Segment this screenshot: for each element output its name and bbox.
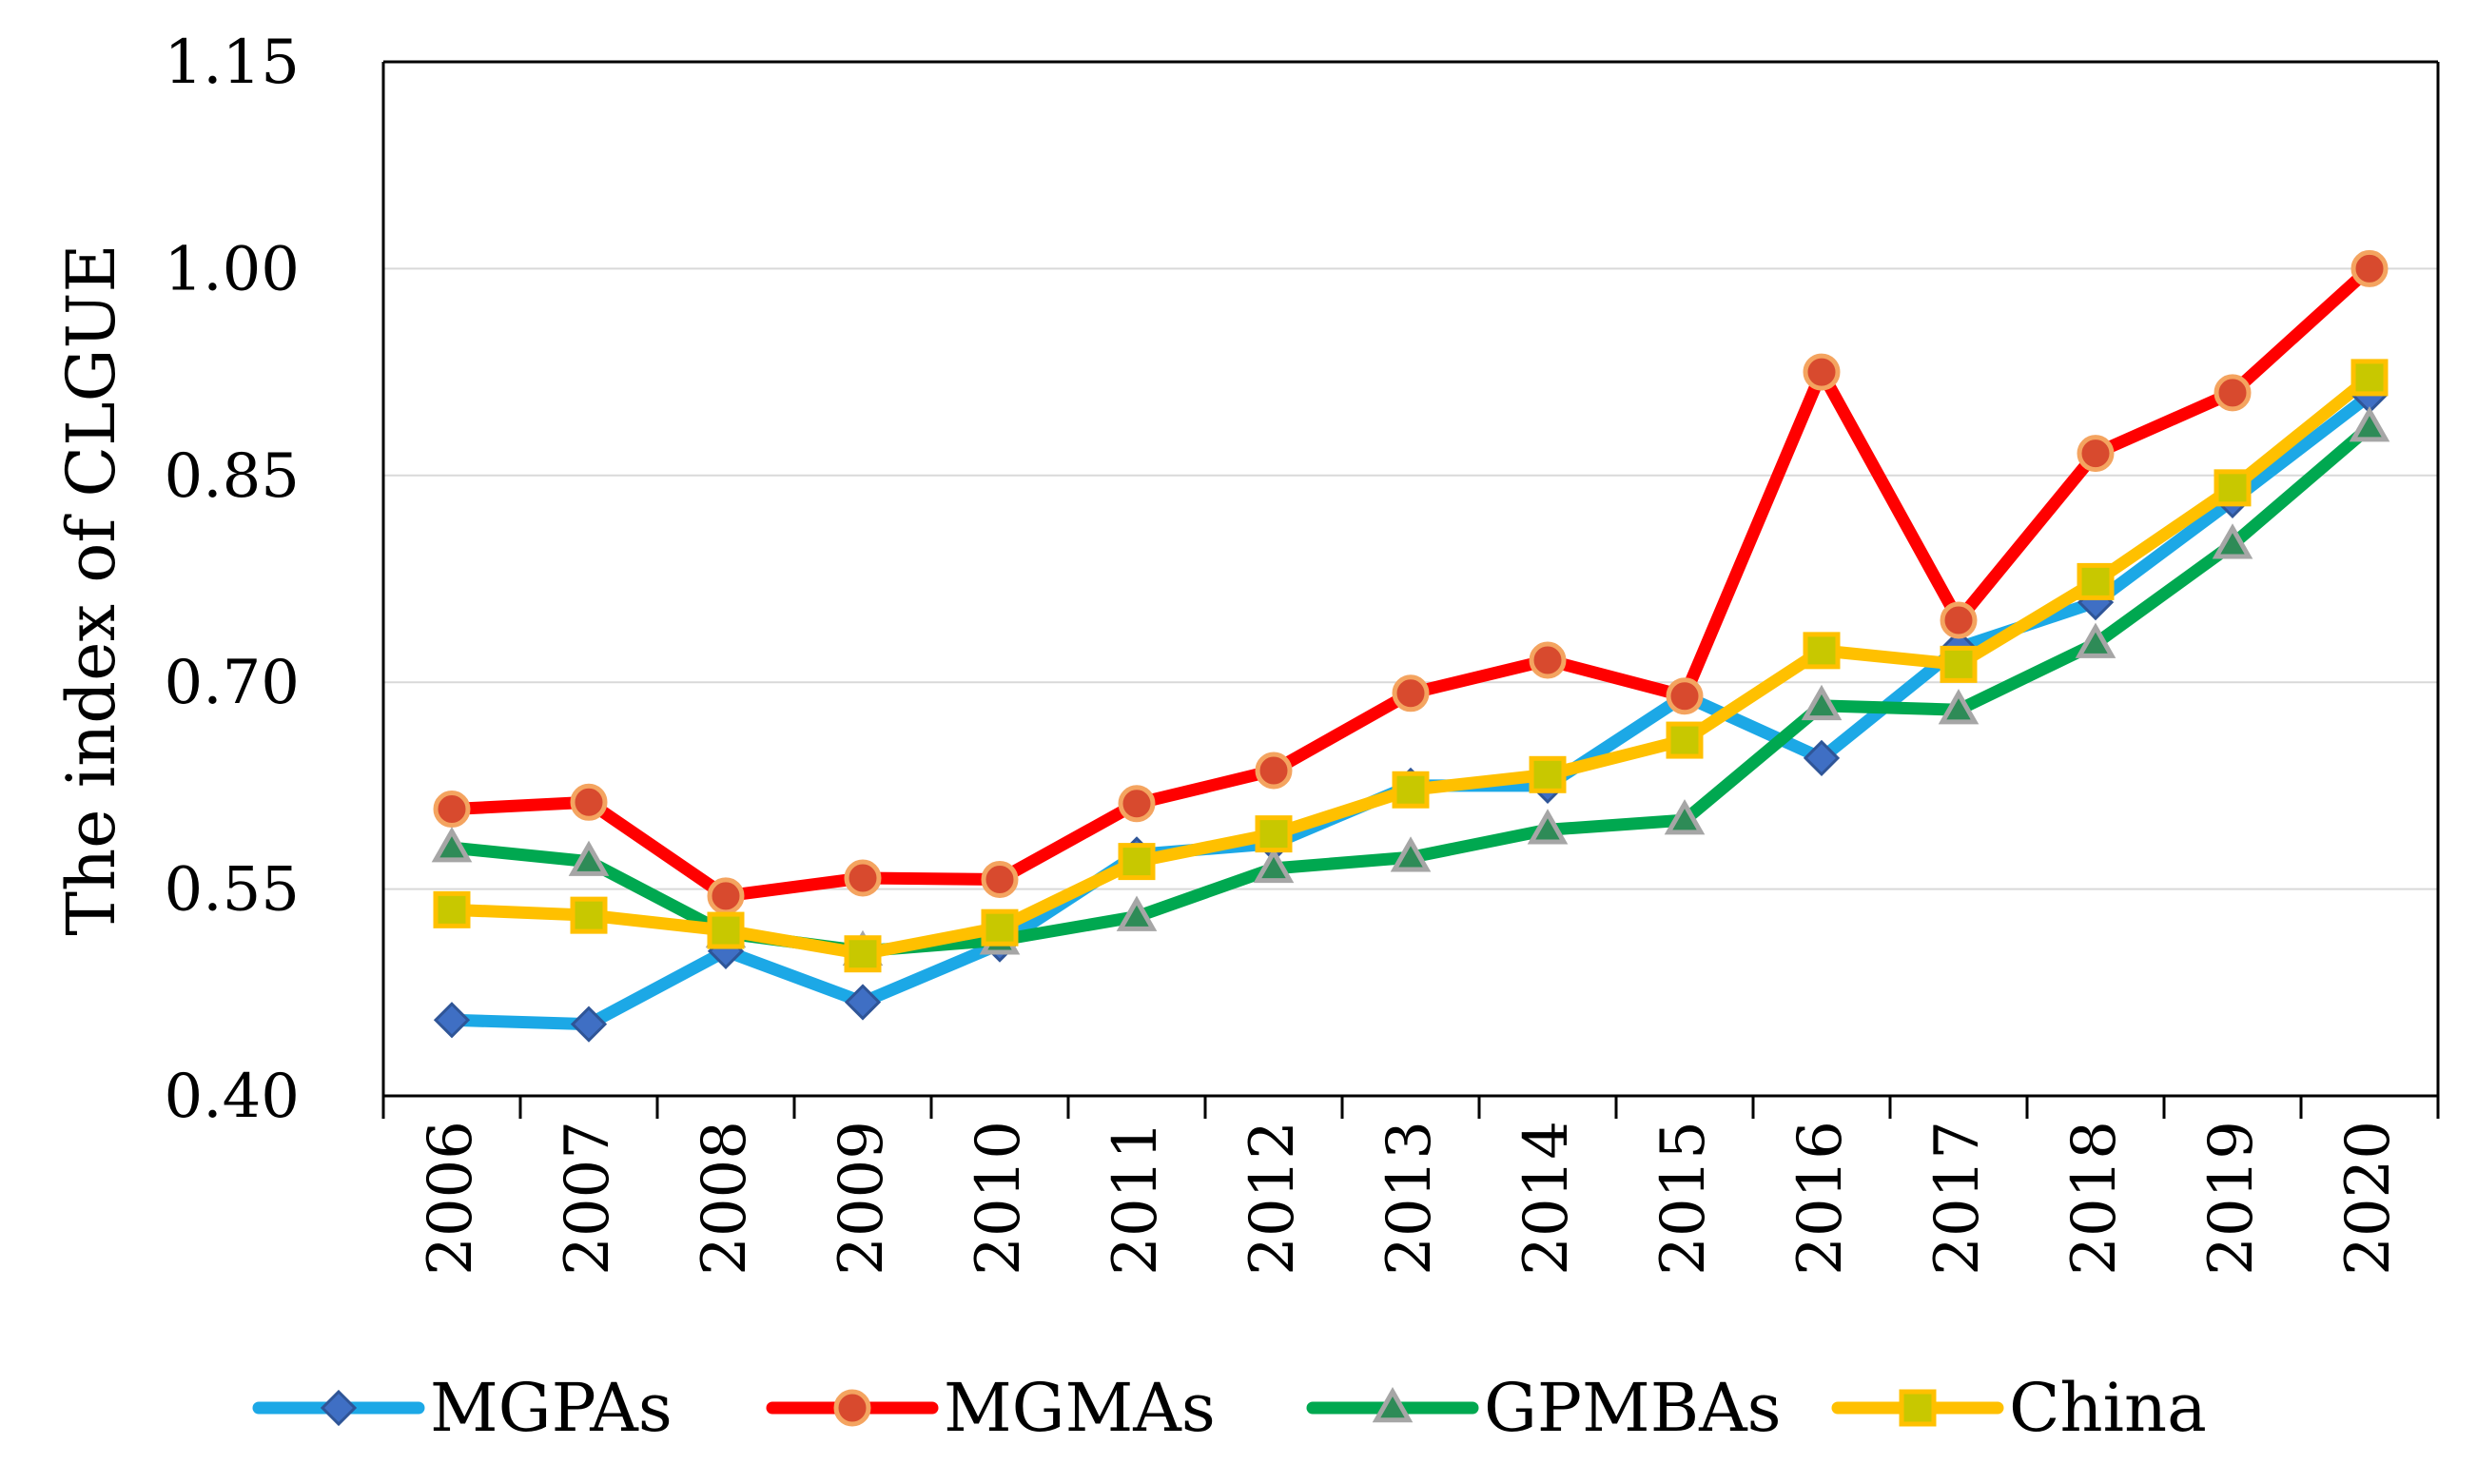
legend: MGPAs MGMAs GPMBAs China <box>252 1369 2207 1447</box>
y-tick-label: 0.55 <box>165 855 301 926</box>
data-point-China <box>981 908 1019 947</box>
x-tick-label: 2016 <box>1785 1121 1856 1276</box>
y-axis-title: The index of CLGUE <box>52 244 130 935</box>
data-point-MGMAs <box>1392 674 1430 713</box>
data-point-MGMAs <box>1529 641 1567 679</box>
data-point-China <box>2350 359 2389 397</box>
data-point-GPMBAs <box>1116 895 1158 931</box>
data-point-China <box>1666 721 1704 759</box>
x-tick-label: 2012 <box>1238 1121 1308 1276</box>
legend-marker <box>320 1389 358 1427</box>
x-tick-label: 2013 <box>1375 1121 1445 1276</box>
data-point-GPMBAs <box>1801 684 1843 721</box>
data-point-MGMAs <box>1255 752 1293 790</box>
y-tick-label: 1.15 <box>165 28 301 98</box>
data-point-China <box>707 911 745 949</box>
x-tick-label: 2020 <box>2333 1121 2404 1276</box>
data-point-GPMBAs <box>2075 622 2116 658</box>
data-point-China <box>1529 755 1567 793</box>
data-point-GPMBAs <box>1938 689 1980 725</box>
data-point-MGMAs <box>2214 374 2252 412</box>
x-tick-label: 2019 <box>2196 1121 2267 1276</box>
data-point-GPMBAs <box>1527 809 1569 845</box>
data-point-China <box>570 896 608 934</box>
data-point-China <box>1803 632 1841 670</box>
data-point-MGMAs <box>844 859 882 897</box>
series-lines <box>445 262 2376 1031</box>
legend-label: MGMAs <box>944 1369 1216 1447</box>
series-markers <box>431 249 2390 1043</box>
x-tick-label: 2007 <box>553 1121 623 1276</box>
data-point-MGMAs <box>707 877 745 915</box>
legend-marker <box>833 1389 871 1427</box>
legend-marker <box>1372 1386 1414 1423</box>
data-point-GPMBAs <box>568 840 610 876</box>
data-point-China <box>1118 843 1156 881</box>
data-point-China <box>844 935 882 973</box>
legend-label: GPMBAs <box>1484 1369 1782 1447</box>
legend-item-MGMAs: MGMAs <box>766 1369 1216 1447</box>
y-tick-label: 0.85 <box>165 441 301 512</box>
x-tick-label: 2018 <box>2059 1121 2130 1276</box>
data-point-China <box>1392 771 1430 809</box>
data-point-GPMBAs <box>2212 523 2253 559</box>
data-point-MGPAs <box>433 1002 471 1039</box>
x-tick-label: 2010 <box>964 1121 1034 1276</box>
data-point-GPMBAs <box>1253 847 1295 884</box>
legend-item-GPMBAs: GPMBAs <box>1306 1369 1782 1447</box>
data-point-MGMAs <box>1666 677 1704 715</box>
data-point-GPMBAs <box>431 827 473 863</box>
data-point-GPMBAs <box>2349 406 2390 442</box>
x-tick-label: 2009 <box>827 1121 897 1276</box>
data-point-MGMAs <box>1118 785 1156 823</box>
data-point-MGMAs <box>570 783 608 821</box>
data-point-GPMBAs <box>1390 836 1432 872</box>
y-tick-label: 0.40 <box>165 1062 301 1132</box>
legend-item-MGPAs: MGPAs <box>252 1369 673 1447</box>
y-tick-label: 0.70 <box>165 648 301 718</box>
gridlines <box>383 267 2438 890</box>
data-point-MGMAs <box>2077 435 2115 473</box>
x-tick-label: 2011 <box>1101 1121 1171 1276</box>
data-point-MGMAs <box>1803 353 1841 391</box>
x-tick-label: 2015 <box>1648 1121 1719 1276</box>
data-point-China <box>2214 469 2252 507</box>
x-tick-label: 2014 <box>1512 1121 1582 1276</box>
data-point-China <box>2077 562 2115 600</box>
legend-label: China <box>2009 1369 2207 1447</box>
data-point-MGMAs <box>981 860 1019 898</box>
x-tick-label: 2008 <box>690 1121 760 1276</box>
x-tick-label: 2006 <box>416 1121 486 1276</box>
data-point-MGMAs <box>2350 249 2389 287</box>
y-tick-label: 1.00 <box>165 234 301 304</box>
data-point-MGMAs <box>1940 601 1978 639</box>
legend-label: MGPAs <box>430 1369 673 1447</box>
data-point-MGMAs <box>433 791 471 829</box>
data-point-China <box>1940 645 1978 683</box>
data-point-MGPAs <box>570 1006 608 1043</box>
legend-item-China: China <box>1831 1369 2207 1447</box>
legend-marker <box>1899 1389 1937 1427</box>
data-point-China <box>1255 815 1293 853</box>
axes <box>381 60 2440 1119</box>
data-point-MGPAs <box>844 984 882 1021</box>
data-point-MGPAs <box>1803 739 1841 777</box>
data-point-GPMBAs <box>1664 799 1706 835</box>
x-tick-label: 2017 <box>1922 1121 1993 1276</box>
tick-labels: 0.40 0.55 0.70 0.85 1.00 1.15 2006 2007 2008 2009… <box>165 28 2405 1276</box>
data-point-China <box>433 890 471 928</box>
